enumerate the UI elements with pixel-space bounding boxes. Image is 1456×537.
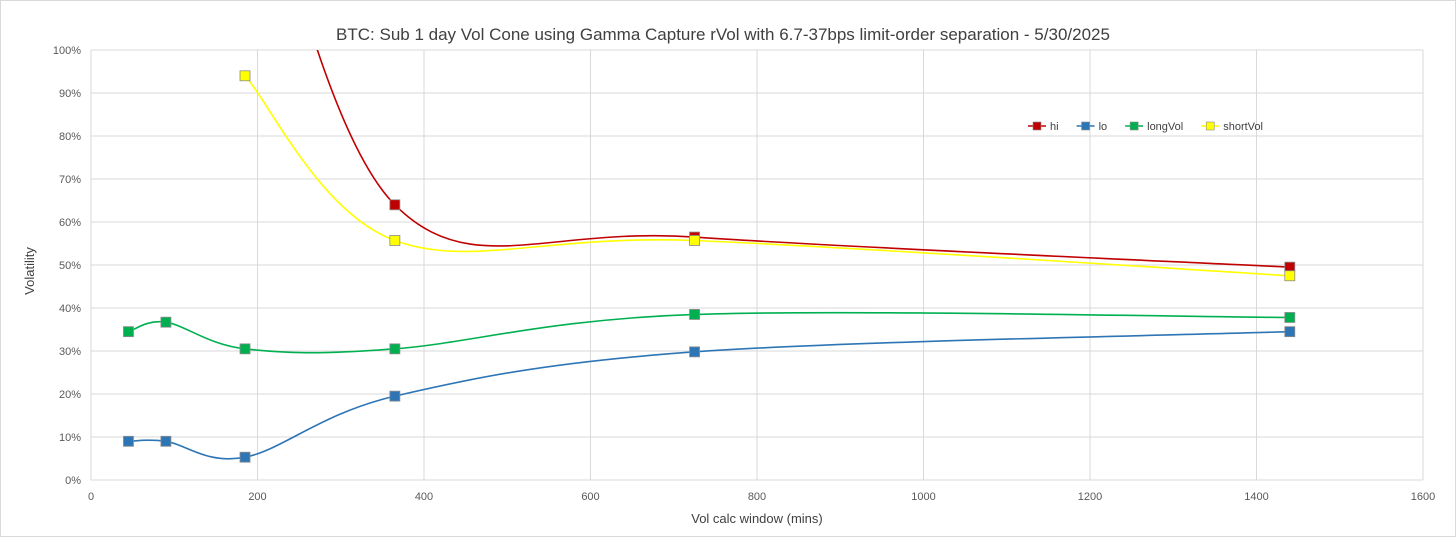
legend-marker-shortVol bbox=[1205, 121, 1215, 131]
legend-marker-longVol bbox=[1129, 121, 1139, 131]
series-line-shortVol bbox=[244, 75, 1290, 277]
legend: hi lo longVol shortVol bbox=[1028, 121, 1263, 133]
series-line-hi bbox=[316, 50, 1290, 268]
y-tick-label: 0% bbox=[65, 475, 81, 487]
legend-label-hi: hi bbox=[1050, 121, 1059, 133]
x-tick-label: 600 bbox=[581, 491, 599, 503]
data-point-longVol bbox=[160, 316, 172, 328]
data-point-longVol bbox=[389, 343, 401, 355]
legend-label-lo: lo bbox=[1099, 121, 1108, 133]
data-point-shortVol bbox=[689, 235, 700, 246]
data-point-lo bbox=[123, 435, 134, 447]
y-tick-label: 30% bbox=[59, 346, 81, 358]
data-point-shortVol bbox=[239, 70, 251, 82]
x-tick-label: 200 bbox=[248, 491, 266, 503]
y-tick-label: 60% bbox=[59, 217, 81, 229]
series-lines bbox=[128, 50, 1290, 460]
legend-marker-hi bbox=[1032, 121, 1042, 131]
y-tick-label: 40% bbox=[59, 303, 81, 315]
series-markers bbox=[123, 70, 1296, 463]
y-tick-label: 10% bbox=[59, 432, 81, 444]
data-point-lo bbox=[389, 390, 401, 402]
x-tick-label: 1000 bbox=[911, 491, 935, 503]
x-tick-label: 400 bbox=[415, 491, 433, 503]
y-tick-label: 90% bbox=[59, 88, 81, 100]
data-point-shortVol bbox=[1284, 270, 1296, 282]
data-point-longVol bbox=[239, 343, 251, 355]
legend-label-longVol: longVol bbox=[1147, 121, 1183, 133]
data-point-hi bbox=[389, 199, 401, 211]
legend-label-shortVol: shortVol bbox=[1223, 121, 1263, 133]
x-tick-label: 1400 bbox=[1244, 491, 1268, 503]
legend-marker-lo bbox=[1081, 121, 1090, 131]
data-point-longVol bbox=[123, 326, 134, 338]
y-tick-label: 80% bbox=[59, 131, 81, 143]
data-point-longVol bbox=[689, 309, 700, 320]
y-tick-label: 70% bbox=[59, 174, 81, 186]
y-axis-label: Volatility bbox=[22, 247, 37, 295]
data-point-shortVol bbox=[389, 235, 401, 246]
data-point-lo bbox=[160, 435, 172, 447]
data-point-lo bbox=[689, 346, 700, 358]
x-axis-label: Vol calc window (mins) bbox=[691, 511, 823, 526]
x-tick-label: 800 bbox=[748, 491, 766, 503]
x-tick-label: 1200 bbox=[1078, 491, 1102, 503]
x-tick-label: 0 bbox=[88, 491, 94, 503]
data-point-lo bbox=[1284, 326, 1296, 338]
data-point-lo bbox=[239, 451, 251, 463]
axis-ticks: 0% 10% 20% 30% 40% 50% 60% 70% 80% 90% 100% 0 200 400… bbox=[53, 45, 1435, 503]
series-line-lo bbox=[128, 330, 1290, 460]
series-line-longVol bbox=[128, 311, 1290, 354]
y-tick-label: 100% bbox=[53, 45, 81, 57]
data-point-longVol bbox=[1284, 312, 1296, 323]
y-tick-label: 50% bbox=[59, 260, 81, 272]
chart-title: BTC: Sub 1 day Vol Cone using Gamma Capt… bbox=[336, 25, 1110, 44]
x-tick-label: 1600 bbox=[1411, 491, 1435, 503]
y-tick-label: 20% bbox=[59, 389, 81, 401]
gridlines bbox=[90, 49, 1424, 481]
